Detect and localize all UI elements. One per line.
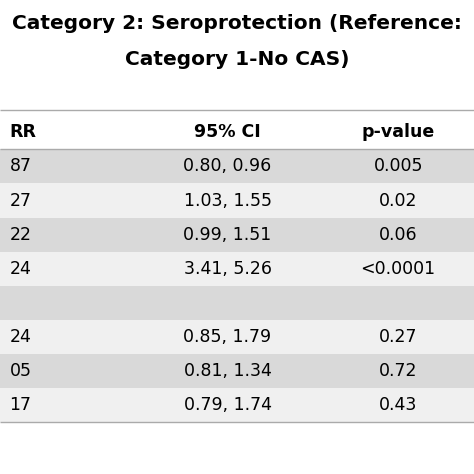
Bar — [0, 354, 474, 388]
Text: 3.41, 5.26: 3.41, 5.26 — [183, 260, 272, 278]
Bar — [0, 388, 474, 422]
Text: Category 1-No CAS): Category 1-No CAS) — [125, 50, 349, 69]
Text: p-value: p-value — [362, 123, 435, 141]
Text: 17: 17 — [9, 396, 31, 414]
Text: 24: 24 — [9, 260, 31, 278]
Bar — [0, 218, 474, 252]
Text: 0.99, 1.51: 0.99, 1.51 — [183, 226, 272, 244]
Text: <0.0001: <0.0001 — [361, 260, 436, 278]
Text: 0.27: 0.27 — [379, 328, 418, 346]
Text: 0.79, 1.74: 0.79, 1.74 — [183, 396, 272, 414]
Text: 0.85, 1.79: 0.85, 1.79 — [183, 328, 272, 346]
Text: 1.03, 1.55: 1.03, 1.55 — [183, 191, 272, 210]
Text: 0.80, 0.96: 0.80, 0.96 — [183, 157, 272, 175]
Bar — [0, 286, 474, 320]
Bar — [0, 320, 474, 354]
Text: 0.005: 0.005 — [374, 157, 423, 175]
Text: RR: RR — [9, 123, 36, 141]
Text: 0.43: 0.43 — [379, 396, 417, 414]
Text: 27: 27 — [9, 191, 31, 210]
Bar — [0, 252, 474, 286]
Text: Category 2: Seroprotection (Reference:: Category 2: Seroprotection (Reference: — [12, 14, 462, 33]
Bar — [0, 183, 474, 218]
Text: 05: 05 — [9, 362, 31, 380]
Text: 95% CI: 95% CI — [194, 123, 261, 141]
Text: 0.72: 0.72 — [379, 362, 418, 380]
Text: 0.81, 1.34: 0.81, 1.34 — [183, 362, 272, 380]
Text: 24: 24 — [9, 328, 31, 346]
Text: 22: 22 — [9, 226, 31, 244]
Text: 87: 87 — [9, 157, 31, 175]
Text: 0.06: 0.06 — [379, 226, 418, 244]
Text: 0.02: 0.02 — [379, 191, 418, 210]
Bar — [0, 149, 474, 183]
